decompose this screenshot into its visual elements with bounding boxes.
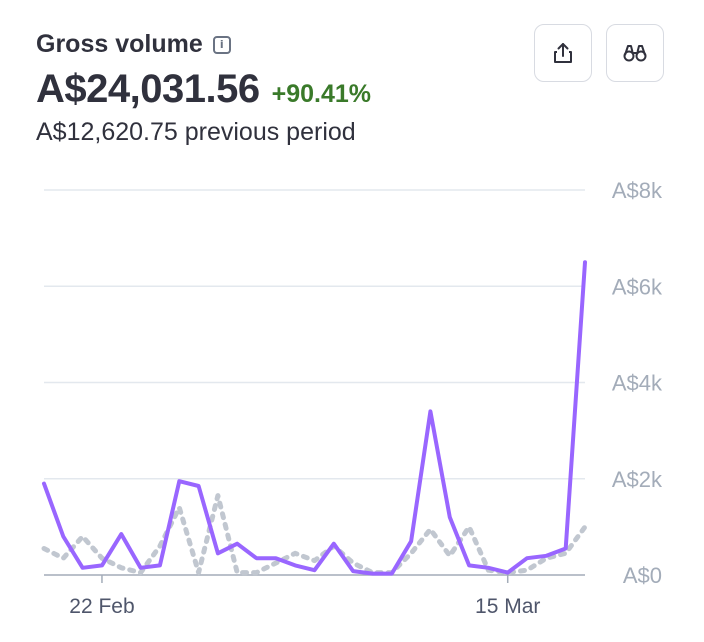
current-period-line	[42, 260, 587, 576]
y-tick-label: A$0	[623, 563, 662, 588]
title-row: Gross volume i	[36, 30, 371, 59]
header: Gross volume i A$24,031.56 +90.41% A$12,…	[36, 30, 371, 147]
chart-title: Gross volume	[36, 30, 203, 58]
share-button[interactable]	[534, 24, 592, 82]
grid-lines	[44, 189, 585, 576]
value-row: A$24,031.56 +90.41%	[36, 67, 371, 112]
y-tick-label: A$6k	[612, 274, 663, 299]
info-icon[interactable]: i	[212, 35, 231, 54]
change-badge: +90.41%	[271, 80, 371, 108]
series-group	[41, 260, 588, 576]
x-axis: 22 Feb 15 Mar	[69, 575, 540, 618]
binoculars-icon	[623, 45, 647, 62]
y-axis: A$8k A$6k A$4k A$2k A$0	[612, 178, 663, 588]
explore-button[interactable]	[606, 24, 664, 82]
x-tick-label: 22 Feb	[69, 595, 134, 618]
y-tick-label: A$4k	[612, 371, 663, 396]
y-tick-label: A$8k	[612, 178, 663, 203]
share-icon	[554, 43, 572, 63]
x-tick-label: 15 Mar	[475, 595, 540, 618]
gross-volume-value: A$24,031.56	[36, 67, 260, 111]
y-tick-label: A$2k	[612, 467, 663, 492]
previous-period-line	[41, 493, 588, 576]
previous-period: A$12,620.75 previous period	[36, 118, 356, 146]
